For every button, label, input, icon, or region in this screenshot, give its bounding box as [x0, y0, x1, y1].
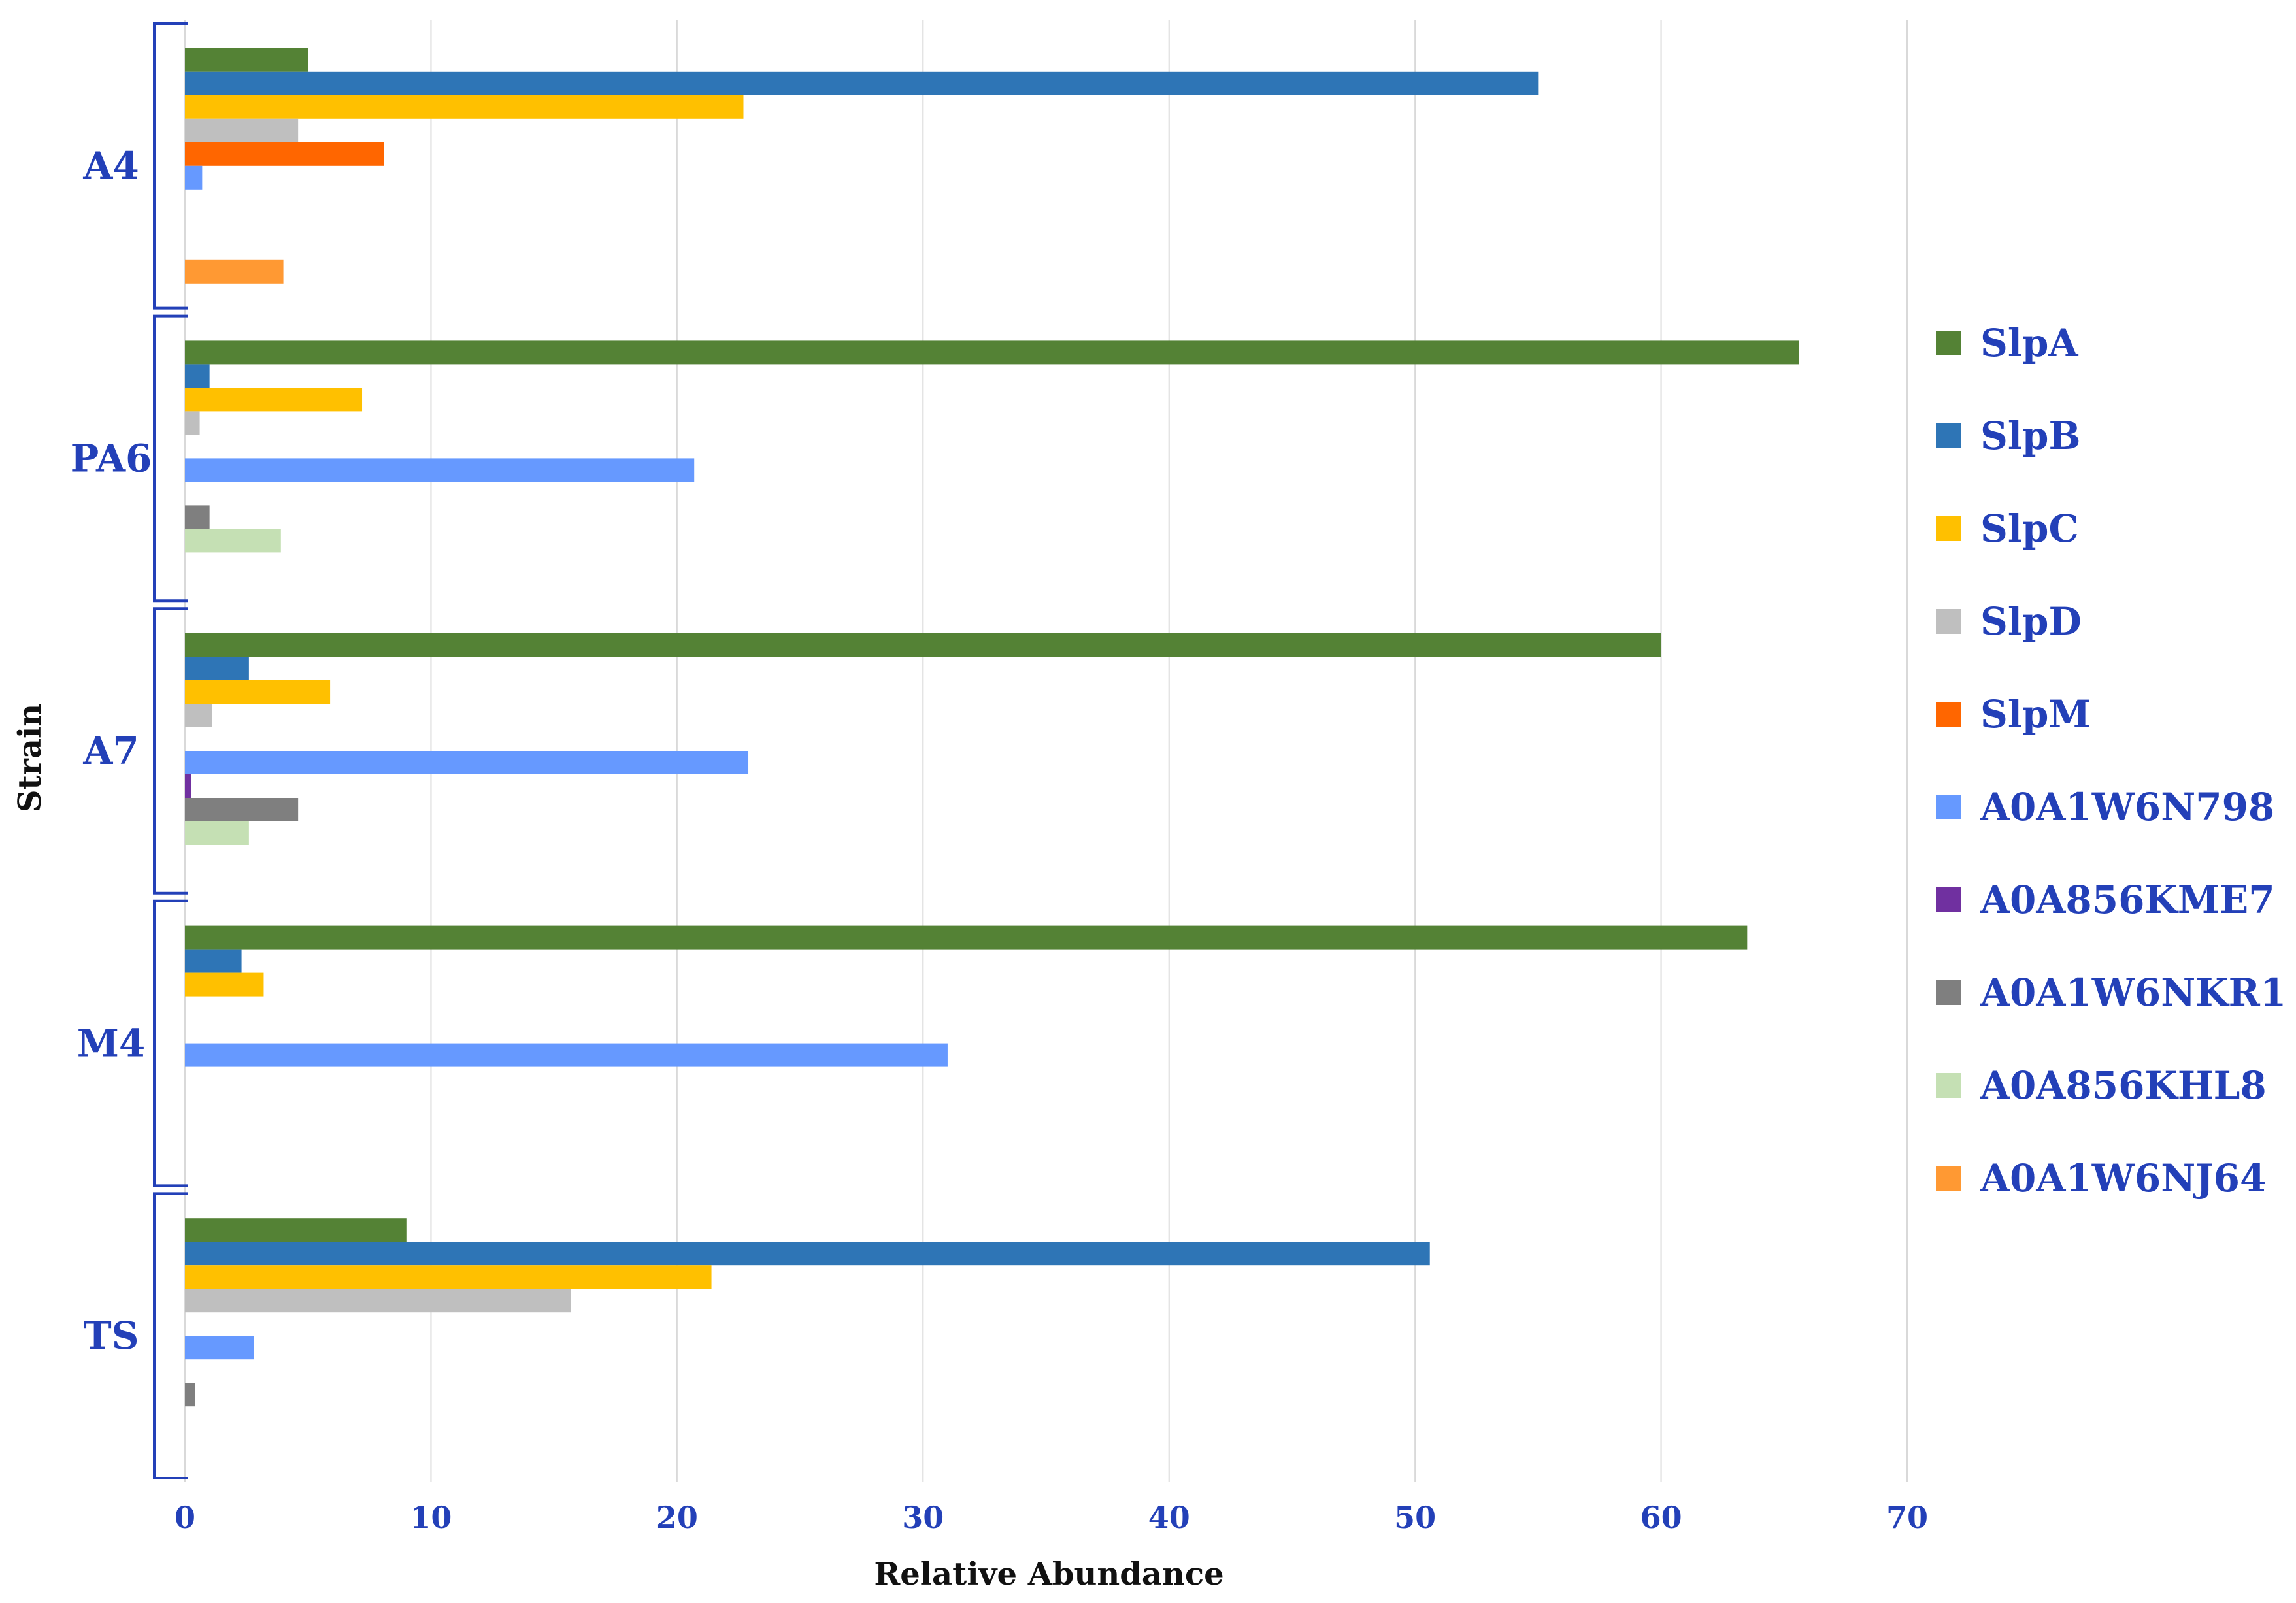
- legend-swatch: [1936, 1166, 1961, 1191]
- bar-PA6-SlpC: [185, 388, 363, 412]
- category-labels: A4 PA6 A7 M4 TS: [71, 144, 152, 1358]
- legend-swatch: [1936, 795, 1961, 819]
- legend-label: A0A1W6NJ64: [1980, 1156, 2266, 1200]
- bar-M4-A0A1W6N798: [185, 1043, 948, 1067]
- x-tick-label: 30: [902, 1500, 944, 1535]
- bar-M4-SlpB: [185, 949, 242, 973]
- bar-PA6-SlpA: [185, 340, 1799, 365]
- bar-A4-A0A1W6N798: [185, 165, 203, 190]
- legend-label: A0A856KHL8: [1980, 1063, 2267, 1108]
- x-tick-label: 20: [656, 1500, 698, 1535]
- bar-A7-A0A1W6N798: [185, 751, 749, 774]
- legend: SlpA SlpB SlpC SlpD SlpM A0A1W6N798 A0A856KME7…: [1936, 321, 2286, 1200]
- x-tick-label: 50: [1394, 1500, 1436, 1535]
- bar-PA6-A0A1W6N798: [185, 458, 695, 482]
- bars: [185, 48, 1799, 1407]
- bar-M4-SlpA: [185, 925, 1748, 950]
- x-tick-label: 60: [1640, 1500, 1682, 1535]
- legend-swatch: [1936, 1073, 1961, 1098]
- category-label: A7: [82, 729, 139, 773]
- bar-A7-SlpC: [185, 680, 331, 704]
- category-bracket: [153, 899, 188, 1187]
- category-bracket: [153, 607, 188, 895]
- bar-TS-SlpC: [185, 1265, 712, 1289]
- x-axis-title: Relative Abundance: [874, 1556, 1223, 1593]
- legend-swatch: [1936, 609, 1961, 634]
- legend-swatch: [1936, 887, 1961, 912]
- bar-A7-SlpD: [185, 704, 212, 727]
- bar-A7-SlpA: [185, 633, 1661, 657]
- bar-A4-SlpB: [185, 71, 1539, 95]
- category-bracket: [153, 314, 188, 603]
- x-tick-label: 40: [1148, 1500, 1190, 1535]
- bar-A4-SlpA: [185, 48, 308, 72]
- bar-PA6-A0A856KHL8: [185, 529, 281, 553]
- bar-PA6-SlpB: [185, 364, 210, 388]
- legend-swatch: [1936, 516, 1961, 541]
- x-tick-label: 70: [1886, 1500, 1928, 1535]
- legend-label: SlpC: [1980, 506, 2079, 551]
- bar-TS-SlpB: [185, 1242, 1430, 1266]
- category-bracket: [153, 1192, 188, 1479]
- bar-PA6-A0A1W6NKR1: [185, 505, 210, 529]
- bar-TS-SlpA: [185, 1218, 407, 1242]
- legend-label: SlpM: [1980, 692, 2091, 736]
- category-label: PA6: [71, 436, 152, 480]
- bar-A7-A0A856KHL8: [185, 821, 249, 845]
- bar-M4-SlpC: [185, 972, 264, 997]
- bar-TS-SlpD: [185, 1289, 571, 1313]
- legend-label: A0A1W6N798: [1980, 785, 2274, 829]
- bar-A4-SlpM: [185, 142, 384, 166]
- bar-A4-SlpC: [185, 95, 744, 119]
- bar-TS-A0A1W6NKR1: [185, 1383, 195, 1407]
- x-tick-label: 10: [410, 1500, 452, 1535]
- y-axis-title: Strain: [12, 704, 48, 812]
- bar-A7-A0A856KME7: [185, 774, 191, 798]
- legend-label: SlpB: [1980, 414, 2081, 458]
- legend-label: SlpA: [1980, 321, 2078, 365]
- x-tick-label: 0: [175, 1500, 195, 1535]
- category-label: A4: [82, 144, 139, 188]
- legend-swatch: [1936, 980, 1961, 1005]
- bar-A4-SlpD: [185, 118, 299, 142]
- category-label: TS: [83, 1314, 139, 1358]
- legend-label: SlpD: [1980, 599, 2082, 644]
- bar-A4-A0A1W6NJ64: [185, 259, 284, 284]
- legend-label: A0A856KME7: [1980, 878, 2275, 922]
- legend-swatch: [1936, 702, 1961, 727]
- category-bracket: [153, 22, 188, 310]
- bar-A7-SlpB: [185, 657, 249, 680]
- legend-swatch: [1936, 423, 1961, 448]
- category-label: M4: [77, 1021, 146, 1066]
- category-brackets: [153, 22, 188, 1479]
- legend-label: A0A1W6NKR1: [1980, 970, 2286, 1015]
- bar-PA6-SlpD: [185, 411, 200, 435]
- bar-A7-A0A1W6NKR1: [185, 798, 299, 821]
- legend-swatch: [1936, 331, 1961, 355]
- x-tick-labels: 0 10 20 30 40 50 60 70: [175, 1500, 1928, 1535]
- bar-TS-A0A1W6N798: [185, 1336, 254, 1360]
